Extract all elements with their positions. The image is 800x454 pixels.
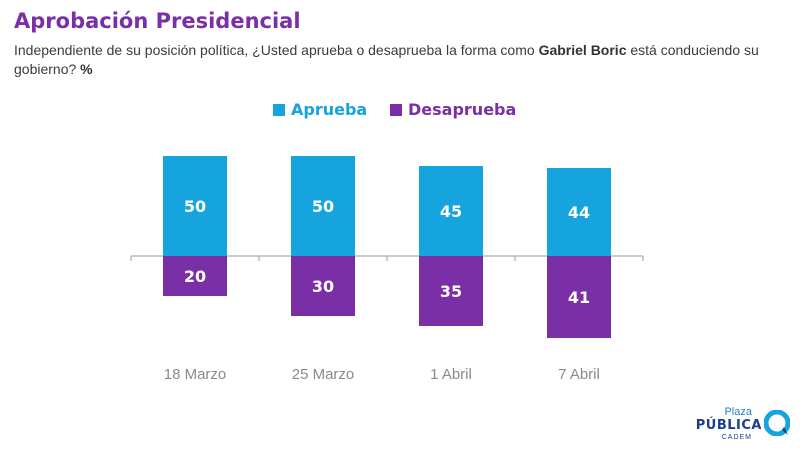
x-tick-label: 25 Marzo [292, 366, 355, 383]
x-tick-label: 1 Abril [430, 366, 472, 383]
subtitle-question-end: está conduciendo su gobierno? [14, 42, 759, 77]
legend-item-desaprueba: Desaprueba [390, 100, 516, 119]
bar-desaprueba [163, 256, 227, 296]
x-tick-label: 7 Abril [558, 366, 600, 383]
data-label-desaprueba: 35 [440, 282, 462, 301]
logo-text-cadem: CADEM [721, 434, 752, 441]
bar-aprueba [163, 156, 227, 256]
x-tick-label: 18 Marzo [164, 366, 227, 383]
subtitle-question-start: Independiente de su posición política, ¿… [14, 42, 539, 58]
data-label-desaprueba: 30 [312, 277, 334, 296]
data-label-desaprueba: 41 [568, 288, 590, 307]
logo-text-plaza: Plaza [724, 406, 752, 418]
data-label-aprueba: 44 [568, 203, 590, 222]
chart-legend: Aprueba Desaprueba [0, 100, 800, 124]
data-label-aprueba: 50 [312, 197, 334, 216]
speech-bubble-icon [764, 410, 790, 436]
legend-swatch-desaprueba [390, 103, 402, 116]
legend-swatch-aprueba [273, 103, 285, 116]
bar-desaprueba [547, 256, 611, 338]
subtitle-unit: % [80, 61, 93, 77]
bar-aprueba [291, 156, 355, 256]
bar-desaprueba [291, 256, 355, 316]
data-label-aprueba: 50 [184, 197, 206, 216]
legend-label-aprueba: Aprueba [291, 100, 368, 119]
bar-desaprueba [419, 256, 483, 326]
data-label-aprueba: 45 [440, 202, 462, 221]
logo-text-publica: PÚBLICA [695, 418, 762, 433]
plaza-publica-logo: Plaza PÚBLICA CADEM [696, 406, 790, 446]
data-label-desaprueba: 20 [184, 267, 206, 286]
subtitle-president-name: Gabriel Boric [538, 42, 627, 58]
page-title: Aprobación Presidencial [14, 9, 301, 33]
bar-aprueba [419, 166, 483, 256]
legend-item-aprueba: Aprueba [273, 100, 367, 119]
page-subtitle: Independiente de su posición política, ¿… [14, 41, 774, 79]
legend-label-desaprueba: Desaprueba [408, 100, 517, 119]
bar-aprueba [547, 168, 611, 256]
